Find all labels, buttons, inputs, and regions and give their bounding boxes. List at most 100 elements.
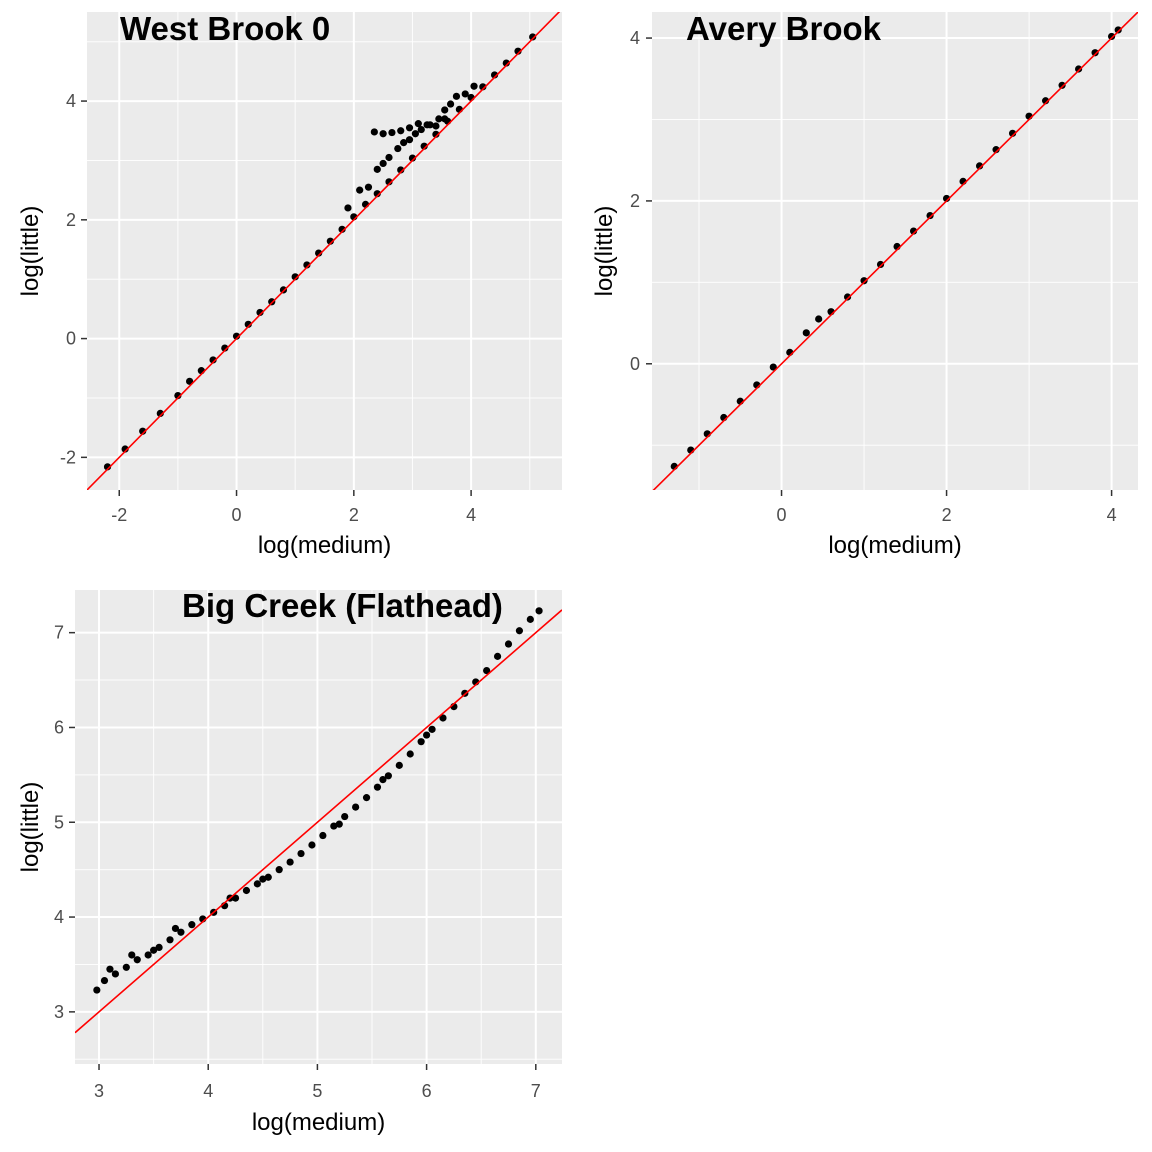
data-point [514,47,522,55]
data-point [432,122,440,130]
data-point [319,831,327,840]
x-tick-label: 4 [466,505,476,525]
data-point [395,761,403,769]
data-point [364,183,373,191]
data-point [122,963,130,971]
panel-west-brook: -2 0 2 4 -2 0 2 4 log(medium) log(little) West Bro… [17,10,562,559]
data-point [177,928,185,936]
reference-line [75,609,562,1034]
x-tick-label: 5 [312,1081,322,1101]
data-point [414,120,422,128]
data-point [420,142,428,150]
data-point [1074,65,1083,73]
data-point [111,970,120,978]
data-point [209,356,217,364]
data-point [384,772,392,780]
x-tick-label: -2 [111,505,127,525]
x-tick-label: 7 [531,1081,541,1101]
data-point [815,315,823,323]
data-point [479,83,487,91]
data-point [362,794,371,802]
data-point [373,165,381,173]
y-axis-title: log(little) [17,206,44,297]
data-point [291,273,299,281]
data-point [504,640,513,648]
data-point [423,121,431,129]
y-tick-label: 6 [54,717,64,737]
data-point [446,100,455,108]
data-point [397,127,405,135]
data-point [253,880,261,888]
data-point [303,261,311,269]
data-point [344,204,352,212]
data-point [405,136,414,144]
data-point [221,344,229,352]
x-tick-label: 3 [94,1081,104,1101]
data-point [379,130,387,138]
data-point [860,277,868,285]
x-tick-label: 6 [422,1081,432,1101]
data-point [139,427,147,435]
y-tick-label: 5 [54,812,64,832]
data-point [417,738,425,746]
y-tick-label: 3 [54,1002,64,1022]
x-tick-label: 2 [942,505,952,525]
data-point [385,153,393,162]
data-point [341,812,349,821]
data-point [535,607,543,615]
data-point [373,190,381,198]
panel-avery-brook: 0 2 4 0 2 4 log(medium) log(little) Avery Brook [591,10,1138,559]
x-tick-label: 2 [349,505,359,525]
reference-line [652,12,1138,490]
data-point [411,130,419,138]
data-point [388,128,396,137]
data-point [441,115,449,123]
data-point [308,841,316,849]
data-point [264,873,272,881]
x-tick-label: 4 [203,1081,213,1101]
x-tick-label: 0 [232,505,242,525]
data-point [1041,97,1050,105]
data-point [379,159,387,168]
data-point [408,154,417,162]
data-point [133,956,141,964]
data-point [435,115,443,123]
data-point [493,652,502,660]
data-point [188,921,196,929]
data-point [406,750,414,758]
data-point [103,463,112,471]
data-point [502,59,510,67]
data-point [802,329,810,337]
data-point [128,951,136,959]
data-point [370,128,378,136]
data-point [1091,49,1099,57]
data-point [259,875,267,883]
data-point [144,951,152,959]
data-point [515,627,524,635]
data-point [1114,26,1122,34]
y-tick-label: 4 [630,28,640,48]
data-point [441,106,449,114]
data-point [490,71,499,79]
x-tick-label: 0 [777,505,787,525]
data-point [286,858,294,866]
data-point [297,849,305,858]
data-point [121,445,129,453]
minor-gridlines [87,12,562,490]
data-point [326,237,334,245]
minor-gridlines [75,590,562,1064]
data-point [232,332,241,340]
panel-big-creek: 3 4 5 6 7 3 4 5 6 7 log(medium) log(little) Big Cree… [17,587,562,1136]
data-point [526,615,534,623]
y-axis-title: log(little) [591,206,618,297]
reference-line [87,12,561,490]
y-tick-label: 4 [66,91,76,111]
data-point [1008,129,1017,137]
data-point [356,186,364,194]
data-point [423,731,431,739]
data-point [242,886,251,895]
data-point [379,776,387,784]
data-point [231,894,240,902]
data-point [470,82,478,90]
